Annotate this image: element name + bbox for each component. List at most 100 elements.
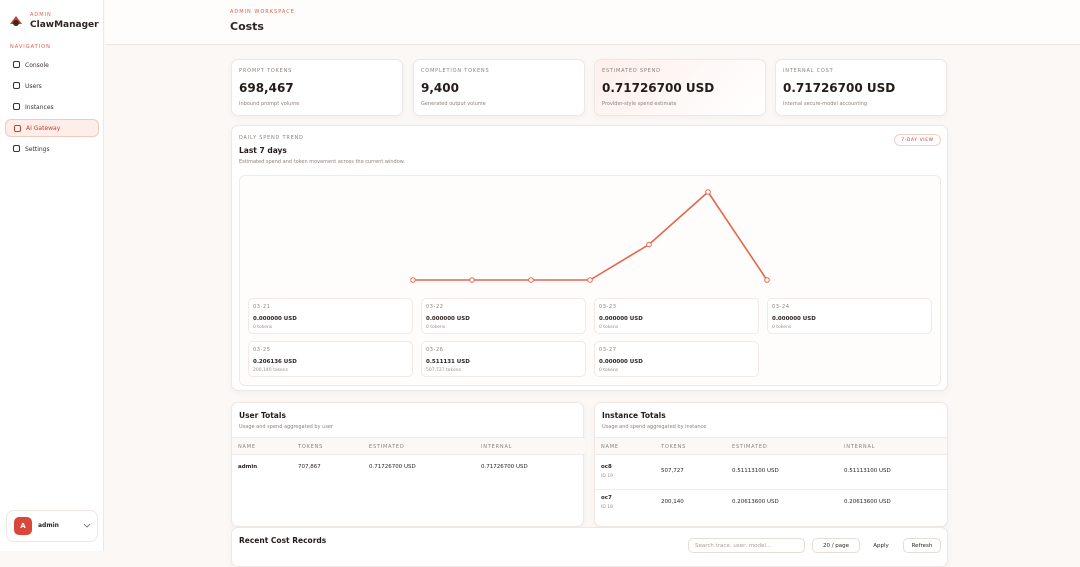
day-card: 03-25 0.206136 USD 200,140 tokens bbox=[248, 341, 413, 377]
cell: 0.20613600 USD bbox=[844, 499, 891, 505]
sidebar: ADMIN ClawManager NAVIGATION A admin Con… bbox=[0, 0, 104, 551]
day-date: 03-23 bbox=[599, 304, 617, 310]
spend-point bbox=[587, 277, 593, 283]
row-divider bbox=[595, 489, 947, 490]
day-date: 03-27 bbox=[599, 347, 617, 353]
trend-kicker: DAILY SPEND TREND bbox=[239, 135, 304, 141]
cell: 0.51113100 USD bbox=[844, 468, 891, 474]
day-spend: 0.000000 USD bbox=[772, 316, 816, 322]
cell: 0.71726700 USD bbox=[481, 464, 528, 470]
column-header: INTERNAL bbox=[481, 444, 513, 450]
spend-point bbox=[705, 189, 711, 195]
column-header: ESTIMATED bbox=[369, 444, 405, 450]
table-head bbox=[232, 437, 585, 455]
cell: 0.71726700 USD bbox=[369, 464, 416, 470]
stat-label: ESTIMATED SPEND bbox=[602, 68, 661, 74]
panel-subtitle: Usage and spend aggregated by user bbox=[239, 424, 334, 430]
day-spend: 0.206136 USD bbox=[253, 359, 297, 365]
day-tokens: 0 tokens bbox=[599, 325, 619, 330]
logo bbox=[10, 16, 22, 26]
cell: 0.51113100 USD bbox=[732, 468, 779, 474]
panel-subtitle: Usage and spend aggregated by instance bbox=[602, 424, 707, 430]
cell: oc7 bbox=[601, 495, 612, 501]
nav-item[interactable]: AI Gateway bbox=[5, 119, 99, 137]
day-date: 03-25 bbox=[253, 347, 271, 353]
day-tokens: 0 tokens bbox=[772, 325, 792, 330]
apply-button[interactable]: Apply bbox=[873, 542, 889, 549]
day-tokens: 0 tokens bbox=[599, 368, 619, 373]
nav-item[interactable]: Users bbox=[5, 77, 99, 95]
stat-label: COMPLETION TOKENS bbox=[421, 68, 490, 74]
day-tokens: 0 tokens bbox=[426, 325, 446, 330]
nav-item[interactable]: Settings bbox=[5, 140, 99, 158]
trend-panel: DAILY SPEND TREND Last 7 days Estimated … bbox=[231, 125, 948, 391]
page-title: Costs bbox=[230, 20, 264, 33]
stat-label: INTERNAL COST bbox=[783, 68, 834, 74]
column-header: NAME bbox=[238, 444, 256, 450]
stat-note: Inbound prompt volume bbox=[239, 101, 300, 107]
day-spend: 0.000000 USD bbox=[599, 359, 643, 365]
stat-note: Generated output volume bbox=[421, 101, 486, 107]
spend-point bbox=[410, 277, 416, 283]
avatar: A bbox=[14, 517, 32, 535]
column-header: NAME bbox=[601, 444, 619, 450]
records-panel: Recent Cost Records Search trace, user, … bbox=[231, 527, 948, 567]
spend-line bbox=[413, 190, 768, 281]
stat-value: 0.71726700 USD bbox=[783, 81, 896, 95]
day-spend: 0.000000 USD bbox=[253, 316, 297, 322]
day-card: 03-27 0.000000 USD 0 tokens bbox=[594, 341, 759, 377]
stat-card: PROMPT TOKENS 698,467 Inbound prompt volum… bbox=[231, 59, 403, 116]
day-tokens: 0 tokens bbox=[253, 325, 273, 330]
column-header: INTERNAL bbox=[844, 444, 876, 450]
stat-card: ESTIMATED SPEND 0.71726700 USD Provider-st… bbox=[594, 59, 766, 116]
day-date: 03-24 bbox=[772, 304, 790, 310]
cell: 0.20613600 USD bbox=[732, 499, 779, 505]
cell: 507,727 bbox=[661, 468, 684, 474]
panel-title: User Totals bbox=[239, 411, 286, 420]
cell: ID 19 bbox=[601, 474, 613, 479]
nav-heading: NAVIGATION bbox=[10, 44, 51, 50]
stat-value: 9,400 bbox=[421, 81, 459, 95]
nav-icon bbox=[13, 82, 20, 89]
stat-card: COMPLETION TOKENS 9,400 Generated output v… bbox=[413, 59, 585, 116]
day-tokens: 507,727 tokens bbox=[426, 368, 461, 373]
stat-value: 0.71726700 USD bbox=[602, 81, 715, 95]
stat-note: Internal secure-model accounting bbox=[783, 101, 868, 107]
trend-chart bbox=[410, 189, 770, 283]
day-date: 03-22 bbox=[426, 304, 444, 310]
panel-title: Instance Totals bbox=[602, 411, 666, 420]
spend-point bbox=[764, 277, 770, 283]
day-date: 03-21 bbox=[253, 304, 271, 310]
nav-item[interactable]: Console bbox=[5, 56, 99, 74]
nav-icon bbox=[13, 145, 20, 152]
user-card[interactable]: A admin bbox=[6, 510, 98, 542]
column-header: TOKENS bbox=[298, 444, 324, 450]
stat-card: INTERNAL COST 0.71726700 USD Internal secu… bbox=[775, 59, 947, 116]
nav-icon bbox=[13, 103, 20, 110]
day-date: 03-26 bbox=[426, 347, 444, 353]
trend-title: Last 7 days bbox=[239, 146, 287, 155]
user-name: admin bbox=[38, 522, 59, 529]
spend-point bbox=[646, 241, 652, 248]
chevron bbox=[83, 523, 91, 528]
brand: ClawManager bbox=[30, 20, 99, 30]
nav-item[interactable]: Instances bbox=[5, 98, 99, 116]
cell: 200,140 bbox=[661, 499, 684, 505]
nav-icon bbox=[13, 61, 20, 68]
cell: oc8 bbox=[601, 464, 612, 470]
day-card: 03-22 0.000000 USD 0 tokens bbox=[421, 298, 586, 334]
column-header: ESTIMATED bbox=[732, 444, 768, 450]
cell: 707,867 bbox=[298, 464, 321, 470]
spend-point bbox=[528, 277, 534, 283]
day-spend: 0.511131 USD bbox=[426, 359, 470, 365]
panel-title: Recent Cost Records bbox=[239, 536, 327, 545]
instance-totals: Instance Totals Usage and spend aggregat… bbox=[594, 402, 948, 527]
day-card: 03-26 0.511131 USD 507,727 tokens bbox=[421, 341, 586, 377]
badge: 7-DAY VIEW bbox=[894, 134, 941, 146]
user-totals: User Totals Usage and spend aggregated b… bbox=[231, 402, 585, 527]
stat-note: Provider-style spend estimate bbox=[602, 101, 677, 107]
spend-point bbox=[469, 277, 475, 283]
cell: ID 18 bbox=[601, 505, 613, 510]
day-card: 03-24 0.000000 USD 0 tokens bbox=[767, 298, 932, 334]
